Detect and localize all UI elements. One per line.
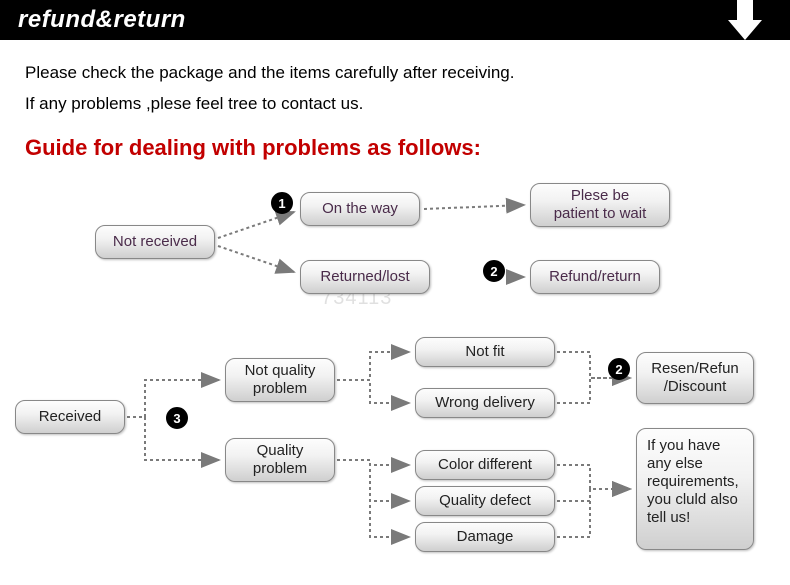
node-received: Received bbox=[15, 400, 125, 434]
node-not-fit: Not fit bbox=[415, 337, 555, 367]
down-arrow-icon bbox=[720, 0, 770, 46]
intro-line-1: Please check the package and the items c… bbox=[25, 58, 515, 89]
guide-title: Guide for dealing with problems as follo… bbox=[25, 135, 481, 161]
node-patient-wait: Plese bepatient to wait bbox=[530, 183, 670, 227]
badge-b1: 1 bbox=[271, 192, 293, 214]
node-on-the-way: On the way bbox=[300, 192, 420, 226]
header-bar: refund&return bbox=[0, 0, 790, 40]
node-else-req: If you have any else requirements, you c… bbox=[636, 428, 754, 550]
header-title: refund&return bbox=[18, 6, 186, 34]
node-quality: Qualityproblem bbox=[225, 438, 335, 482]
badge-b2: 2 bbox=[608, 358, 630, 380]
intro-line-2: If any problems ,plese feel tree to cont… bbox=[25, 89, 515, 120]
node-not-received: Not received bbox=[95, 225, 215, 259]
node-not-quality: Not qualityproblem bbox=[225, 358, 335, 402]
node-quality-defect: Quality defect bbox=[415, 486, 555, 516]
badge-b3: 3 bbox=[166, 407, 188, 429]
node-wrong-delivery: Wrong delivery bbox=[415, 388, 555, 418]
node-refund-return: Refund/return bbox=[530, 260, 660, 294]
node-color-different: Color different bbox=[415, 450, 555, 480]
badge-b2: 2 bbox=[483, 260, 505, 282]
intro-text: Please check the package and the items c… bbox=[25, 58, 515, 119]
node-damage: Damage bbox=[415, 522, 555, 552]
node-returned-lost: Returned/lost bbox=[300, 260, 430, 294]
node-resen: Resen/Refun/Discount bbox=[636, 352, 754, 404]
